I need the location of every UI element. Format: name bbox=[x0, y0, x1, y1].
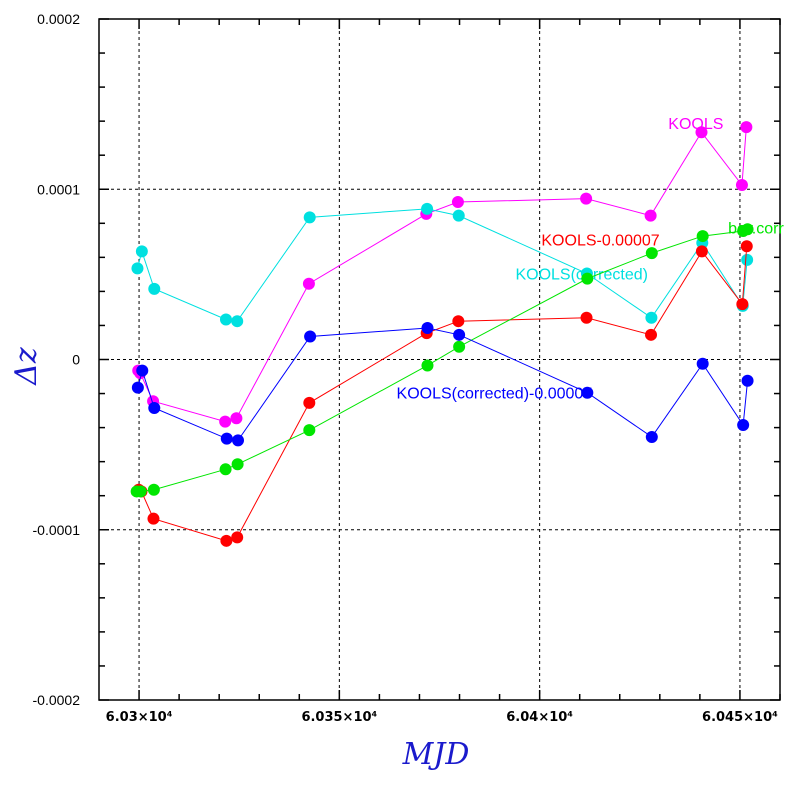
data-point bbox=[220, 432, 233, 445]
data-point bbox=[302, 277, 315, 290]
data-point bbox=[735, 178, 748, 191]
data-point bbox=[453, 328, 466, 341]
data-point bbox=[645, 430, 658, 443]
data-point bbox=[303, 211, 316, 224]
data-point bbox=[231, 315, 244, 328]
data-point bbox=[303, 424, 316, 437]
x-tick-label: 6.045×10⁴ bbox=[702, 710, 778, 725]
y-tick-label: -0.0002 bbox=[33, 692, 81, 708]
x-axis-label: MJD bbox=[402, 737, 470, 772]
data-point bbox=[135, 245, 148, 258]
data-point bbox=[451, 196, 464, 209]
data-point bbox=[231, 531, 244, 544]
series-label: bcv.corr bbox=[728, 221, 784, 238]
data-point bbox=[695, 126, 708, 139]
data-point bbox=[304, 330, 317, 343]
data-point bbox=[696, 230, 709, 243]
data-point bbox=[581, 272, 594, 285]
data-point bbox=[303, 396, 316, 409]
data-point bbox=[231, 458, 244, 471]
data-point bbox=[136, 364, 149, 377]
data-point bbox=[131, 381, 144, 394]
data-point bbox=[219, 463, 232, 476]
data-point bbox=[232, 434, 245, 447]
y-tick-label: 0.0001 bbox=[37, 181, 80, 197]
series-1: KOOLS(corrected) bbox=[131, 202, 754, 328]
tick-labels: 6.03×10⁴ 6.035×10⁴ 6.04×10⁴ 6.045×10⁴ 0.0002… bbox=[33, 11, 779, 725]
data-point bbox=[645, 328, 658, 341]
data-point bbox=[147, 512, 160, 525]
series-line bbox=[137, 127, 747, 423]
data-point bbox=[736, 298, 749, 311]
data-point bbox=[737, 419, 750, 432]
series-line bbox=[136, 208, 748, 322]
series-group: KOOLS KOOLS(corrected) KOOLS-0.00007 bcv.co… bbox=[130, 116, 784, 547]
data-point bbox=[741, 223, 754, 236]
data-point bbox=[421, 322, 434, 335]
data-point bbox=[740, 121, 753, 134]
data-point bbox=[148, 402, 161, 415]
y-tick-label: 0 bbox=[72, 352, 80, 368]
data-point bbox=[740, 240, 753, 253]
data-point bbox=[219, 415, 232, 428]
y-tick-label: -0.0001 bbox=[33, 522, 81, 538]
y-tick-label: 0.0002 bbox=[37, 11, 80, 27]
data-point bbox=[220, 534, 233, 547]
axis-ticks bbox=[99, 18, 781, 701]
series-4: KOOLS(corrected)-0.00007 bbox=[131, 322, 754, 447]
data-point bbox=[134, 485, 147, 498]
x-tick-label: 6.04×10⁴ bbox=[506, 710, 573, 725]
data-point bbox=[645, 247, 658, 260]
data-point bbox=[644, 209, 657, 222]
data-point bbox=[131, 262, 144, 275]
series-label: KOOLS bbox=[668, 116, 723, 133]
data-point bbox=[452, 209, 465, 222]
data-point bbox=[452, 315, 465, 328]
series-label: KOOLS-0.00007 bbox=[541, 232, 659, 249]
y-axis-label: Δz bbox=[9, 347, 44, 386]
series-0: KOOLS bbox=[132, 116, 753, 428]
data-point bbox=[581, 386, 594, 399]
data-point bbox=[741, 253, 754, 266]
data-point bbox=[147, 483, 160, 496]
data-point bbox=[148, 282, 161, 295]
data-point bbox=[421, 359, 434, 372]
data-point bbox=[580, 192, 593, 205]
data-point bbox=[695, 245, 708, 258]
series-label: KOOLS(corrected)-0.00007 bbox=[397, 386, 593, 403]
data-point bbox=[741, 374, 754, 387]
data-point bbox=[645, 311, 658, 324]
data-point bbox=[453, 340, 466, 353]
data-point bbox=[696, 357, 709, 370]
data-point bbox=[580, 311, 593, 324]
series-line bbox=[136, 228, 748, 492]
series-label: KOOLS(corrected) bbox=[515, 267, 647, 284]
x-tick-label: 6.035×10⁴ bbox=[301, 710, 377, 725]
x-tick-label: 6.03×10⁴ bbox=[106, 710, 173, 725]
data-point bbox=[219, 313, 232, 326]
series-3: bcv.corr bbox=[130, 221, 784, 498]
data-point bbox=[230, 412, 243, 425]
data-point bbox=[421, 202, 434, 215]
